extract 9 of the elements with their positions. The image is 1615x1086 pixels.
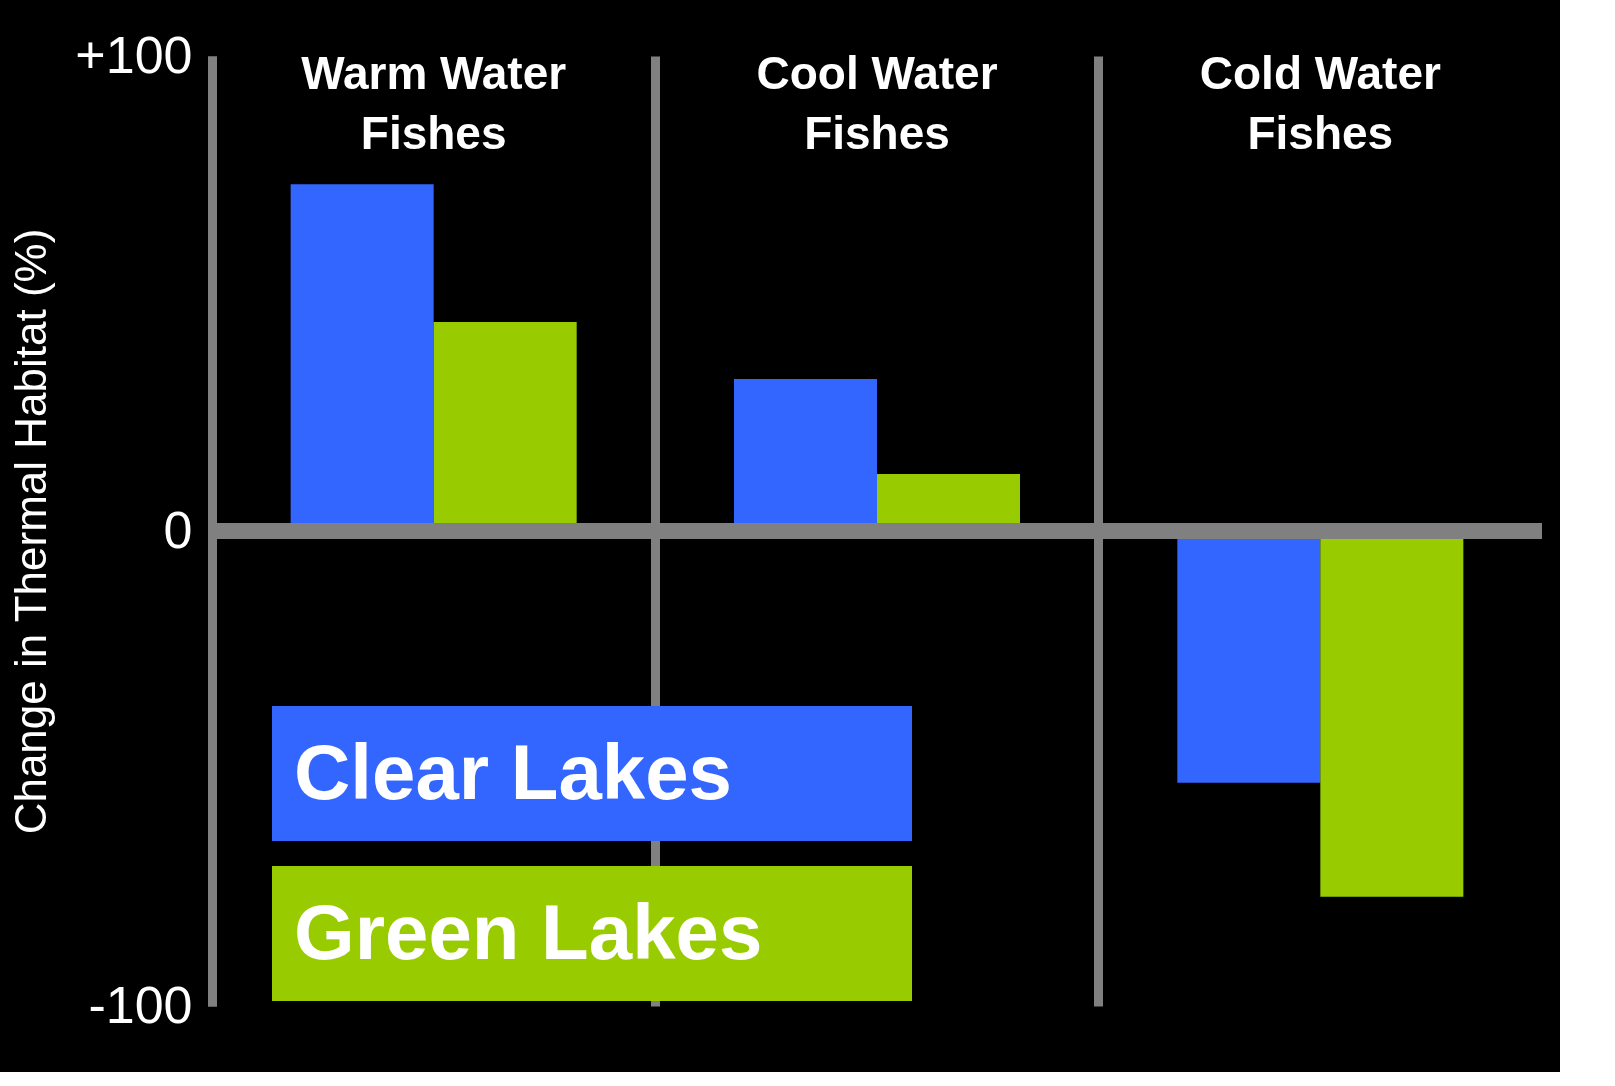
x-tick-label: Cold Water Fishes	[1199, 46, 1441, 159]
text: Clear Lakes	[294, 728, 732, 816]
y-tick-label: +100	[75, 25, 193, 84]
y-tick-label: -100	[88, 975, 193, 1034]
text: Green Lakes	[294, 888, 763, 976]
x-tick-label: Cool Water Fishes	[756, 46, 998, 159]
y-axis-title: Change in Thermal Habitat (%)	[6, 228, 56, 835]
y-tick-label: 0	[163, 500, 193, 559]
x-tick-label: Warm Water Fishes	[301, 46, 567, 159]
